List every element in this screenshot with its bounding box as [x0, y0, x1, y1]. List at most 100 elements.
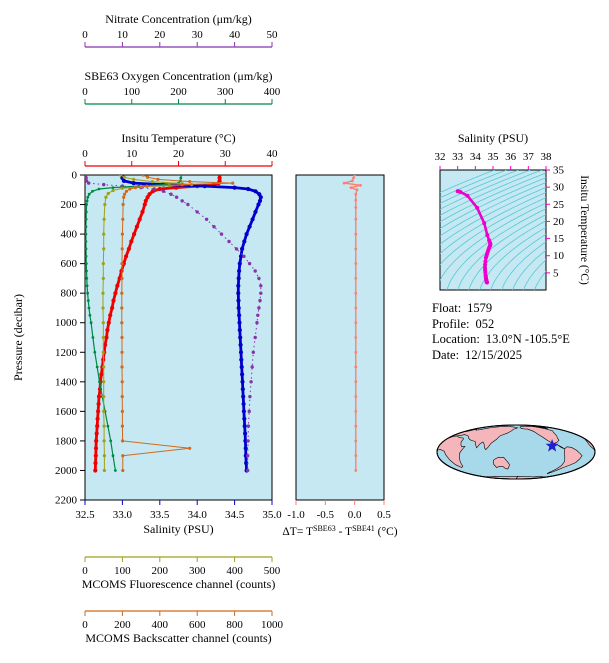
oxygen-marker [85, 284, 89, 288]
location-row: Location: 13.0°N -105.5°E [432, 332, 570, 348]
pressure-tick-label: 0 [72, 170, 78, 182]
nitrate-marker [219, 232, 224, 236]
delta-t-marker [354, 350, 358, 354]
nitrate-marker [169, 192, 173, 196]
delta-t-marker [354, 410, 358, 413]
nitrate-marker [85, 175, 88, 177]
delta-t-marker [354, 206, 358, 209]
salinity-marker [238, 254, 244, 259]
backscatter-marker [133, 186, 138, 190]
nitrate-marker [242, 254, 246, 258]
fluorescence-marker [101, 262, 105, 266]
delta-t-axis-title: ΔT= TSBE63 - TSBE41 (°C) [282, 524, 397, 538]
delta-t-title-part: (°C) [375, 526, 398, 538]
temperature-marker [132, 232, 137, 237]
fluorescence-marker [102, 395, 106, 399]
salinity-tick-label: 34.5 [225, 509, 245, 521]
temperature-marker [124, 254, 129, 259]
salinity-marker [253, 189, 258, 194]
salinity-marker [237, 313, 242, 318]
delta-t-marker [354, 469, 358, 472]
oxygen-marker [88, 313, 92, 317]
oxygen-marker [111, 186, 115, 190]
fluorescence-marker [102, 232, 106, 236]
fluorescence-marker [102, 468, 106, 473]
backscatter-marker [188, 180, 192, 184]
delta-t-marker [354, 262, 358, 265]
temperature-marker [95, 416, 100, 421]
temperature-marker [145, 195, 150, 200]
oxygen-marker [85, 277, 89, 280]
delta-t-marker [352, 176, 355, 180]
oxygen-marker [93, 350, 97, 354]
continent-australia [492, 456, 510, 470]
nitrate-marker [255, 321, 259, 325]
ts-marker [483, 259, 488, 264]
backscatter-series [120, 175, 235, 473]
ts-marker [475, 205, 480, 210]
nitrate-marker [186, 202, 190, 207]
nitrate-series [85, 175, 263, 473]
backscatter-marker [120, 276, 124, 280]
salinity-marker [240, 246, 245, 251]
density-contour [440, 182, 546, 237]
fluorescence-marker [111, 188, 115, 193]
fluorescence-marker [102, 247, 106, 251]
temperature-tick-label: 20 [173, 148, 185, 160]
oxygen-marker [106, 424, 110, 428]
fluorescence-marker [101, 291, 105, 295]
temperature-marker [110, 305, 115, 311]
date-label: Date: [432, 347, 460, 362]
temperature-tick-label: 30 [220, 148, 232, 160]
location-label: Location: [432, 332, 480, 346]
temperature-marker [94, 431, 99, 436]
oxygen-marker [97, 187, 101, 191]
fluorescence-tick-label: 500 [264, 565, 281, 577]
nitrate-marker [250, 365, 254, 369]
oxygen-tick-label: 200 [170, 86, 187, 98]
nitrate-marker [195, 210, 199, 214]
nitrate-marker [85, 179, 89, 183]
backscatter-marker [120, 350, 124, 354]
density-contour [440, 191, 546, 254]
delta-t-title-part: SBE41 [352, 524, 375, 533]
salinity-marker [239, 364, 244, 370]
ts-salinity-tick-label: 32 [435, 151, 446, 163]
delta-t-axis: -1.0 -0.5 0.0 0.5 ΔT= TSBE63 - TSBE41 (°C) [282, 500, 398, 538]
nitrate-marker [247, 261, 252, 266]
density-contour [440, 197, 546, 266]
salinity-marker [244, 461, 249, 466]
temperature-marker [106, 320, 111, 325]
temperature-marker [96, 409, 101, 414]
temperature-marker [117, 276, 122, 281]
nitrate-axis: 0 10 20 30 40 50 Nitrate Concentration (μm/kg) [82, 12, 278, 48]
ts-salinity-tick-label: 36 [505, 151, 517, 163]
backscatter-tick-label: 200 [114, 619, 131, 631]
salinity-marker [243, 446, 248, 451]
backscatter-marker [121, 439, 125, 443]
fluorescence-tick-label: 0 [82, 565, 88, 577]
temperature-marker [94, 438, 99, 443]
nitrate-marker [259, 291, 263, 295]
backscatter-marker [120, 380, 124, 384]
fluorescence-marker [102, 424, 106, 428]
temperature-marker [93, 446, 99, 451]
nitrate-tick-label: 30 [192, 29, 204, 41]
pressure-tick-label: 2200 [55, 495, 78, 507]
nitrate-marker [85, 176, 88, 180]
delta-t-marker [354, 192, 358, 196]
backscatter-axis-title: MCOMS Backscatter channel (counts) [85, 631, 271, 645]
fluorescence-tick-label: 400 [226, 565, 243, 577]
temperature-marker [96, 394, 102, 399]
backscatter-marker [122, 195, 126, 199]
fluorescence-marker [101, 306, 105, 310]
backscatter-tick-label: 600 [189, 619, 206, 631]
density-contour [501, 241, 546, 290]
location-value: 13.0°N -105.5°E [485, 332, 570, 346]
backscatter-marker [120, 247, 124, 251]
profile-row: Profile: 052 [432, 317, 570, 333]
float-metadata: Float: 1579 Profile: 052 Location: 13.0°N -… [432, 301, 570, 363]
salinity-marker [238, 350, 244, 355]
